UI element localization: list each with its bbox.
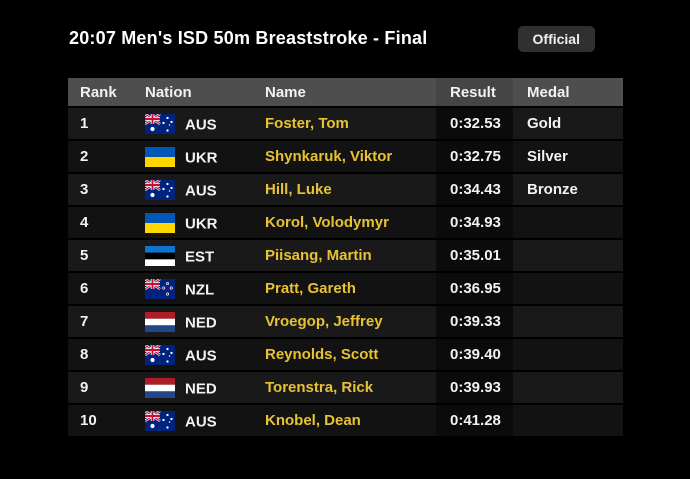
athlete-name-cell: Vroegop, Jeffrey (253, 306, 436, 337)
result-cell: 0:34.93 (436, 207, 513, 238)
medal-cell (513, 339, 623, 370)
medal-cell: Bronze (513, 174, 623, 205)
rank-cell: 9 (68, 372, 133, 403)
table-row: 8 AUS Reynolds, Scott 0:39.40 (68, 339, 623, 370)
medal-cell (513, 240, 623, 271)
nation-code: NZL (185, 281, 215, 299)
athlete-name-cell: Torenstra, Rick (253, 372, 436, 403)
athlete-name-cell: Pratt, Gareth (253, 273, 436, 304)
table-row: 2 UKR Shynkaruk, Viktor 0:32.75 Silver (68, 141, 623, 172)
result-cell: 0:39.33 (436, 306, 513, 337)
results-table: Rank Nation Name Result Medal 1 AUS Foster… (68, 76, 623, 438)
rank-cell: 1 (68, 108, 133, 139)
rank-cell: 10 (68, 405, 133, 436)
nation-code: EST (185, 248, 215, 266)
nation-code: NED (185, 314, 217, 332)
rank-cell: 5 (68, 240, 133, 271)
rank-cell: 6 (68, 273, 133, 304)
rank-cell: 3 (68, 174, 133, 205)
nation-cell: NZL (133, 273, 253, 304)
nation-code: UKR (185, 215, 218, 233)
athlete-name-cell: Foster, Tom (253, 108, 436, 139)
result-cell: 0:39.40 (436, 339, 513, 370)
results-table-header: Rank Nation Name Result Medal (68, 78, 623, 106)
result-cell: 0:41.28 (436, 405, 513, 436)
ukr-flag-icon (145, 146, 175, 167)
ned-flag-icon (145, 311, 175, 332)
aus-flag-icon (145, 179, 175, 200)
column-header-rank: Rank (68, 78, 133, 106)
nation-cell: AUS (133, 174, 253, 205)
athlete-name-cell: Knobel, Dean (253, 405, 436, 436)
athlete-name-cell: Piisang, Martin (253, 240, 436, 271)
results-table-body: 1 AUS Foster, Tom 0:32.53 Gold 2 UKR Shynkaruk,… (68, 108, 623, 436)
aus-flag-icon (145, 344, 175, 365)
nation-cell: UKR (133, 141, 253, 172)
column-header-name: Name (253, 78, 436, 106)
nation-code: AUS (185, 413, 217, 431)
nation-cell: EST (133, 240, 253, 271)
medal-cell: Gold (513, 108, 623, 139)
nation-code: NED (185, 380, 217, 398)
nation-cell: NED (133, 372, 253, 403)
page-title: 20:07 Men's ISD 50m Breaststroke - Final (69, 28, 428, 48)
athlete-name-cell: Shynkaruk, Viktor (253, 141, 436, 172)
nation-code: AUS (185, 116, 217, 134)
rank-cell: 4 (68, 207, 133, 238)
table-row: 1 AUS Foster, Tom 0:32.53 Gold (68, 108, 623, 139)
medal-cell: Silver (513, 141, 623, 172)
table-row: 5 EST Piisang, Martin 0:35.01 (68, 240, 623, 271)
rank-cell: 7 (68, 306, 133, 337)
nation-cell: AUS (133, 339, 253, 370)
ukr-flag-icon (145, 212, 175, 233)
table-row: 10 AUS Knobel, Dean 0:41.28 (68, 405, 623, 436)
medal-cell (513, 405, 623, 436)
medal-cell (513, 372, 623, 403)
nation-cell: UKR (133, 207, 253, 238)
nation-cell: AUS (133, 108, 253, 139)
table-row: 6 NZL Pratt, Gareth 0:36.95 (68, 273, 623, 304)
est-flag-icon (145, 245, 175, 266)
result-cell: 0:36.95 (436, 273, 513, 304)
nzl-flag-icon (145, 278, 175, 299)
table-row: 4 UKR Korol, Volodymyr 0:34.93 (68, 207, 623, 238)
result-cell: 0:32.75 (436, 141, 513, 172)
nation-code: AUS (185, 347, 217, 365)
rank-cell: 8 (68, 339, 133, 370)
medal-cell (513, 207, 623, 238)
athlete-name-cell: Hill, Luke (253, 174, 436, 205)
athlete-name-cell: Korol, Volodymyr (253, 207, 436, 238)
result-cell: 0:39.93 (436, 372, 513, 403)
athlete-name-cell: Reynolds, Scott (253, 339, 436, 370)
result-cell: 0:34.43 (436, 174, 513, 205)
table-row: 3 AUS Hill, Luke 0:34.43 Bronze (68, 174, 623, 205)
result-cell: 0:32.53 (436, 108, 513, 139)
rank-cell: 2 (68, 141, 133, 172)
column-header-medal: Medal (513, 78, 623, 106)
result-cell: 0:35.01 (436, 240, 513, 271)
header-row: Rank Nation Name Result Medal (68, 78, 623, 106)
table-row: 7 NED Vroegop, Jeffrey 0:39.33 (68, 306, 623, 337)
nation-code: UKR (185, 149, 218, 167)
medal-cell (513, 273, 623, 304)
column-header-nation: Nation (133, 78, 253, 106)
medal-cell (513, 306, 623, 337)
official-status-badge: Official (517, 26, 595, 52)
table-row: 9 NED Torenstra, Rick 0:39.93 (68, 372, 623, 403)
nation-cell: NED (133, 306, 253, 337)
nation-cell: AUS (133, 405, 253, 436)
column-header-result: Result (436, 78, 513, 106)
nation-code: AUS (185, 182, 217, 200)
ned-flag-icon (145, 377, 175, 398)
aus-flag-icon (145, 113, 175, 134)
aus-flag-icon (145, 410, 175, 431)
